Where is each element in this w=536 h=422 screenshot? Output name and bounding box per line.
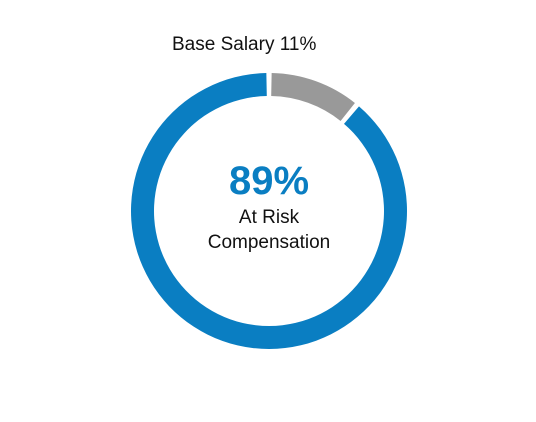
donut-slices [131, 73, 408, 350]
center-caption-line-1: At Risk [239, 207, 300, 228]
center-caption-line-2: Compensation [208, 232, 331, 253]
base-salary-label: Base Salary 11% [172, 34, 316, 55]
center-percentage: 89% [229, 159, 309, 203]
base-salary-slice [271, 73, 355, 122]
